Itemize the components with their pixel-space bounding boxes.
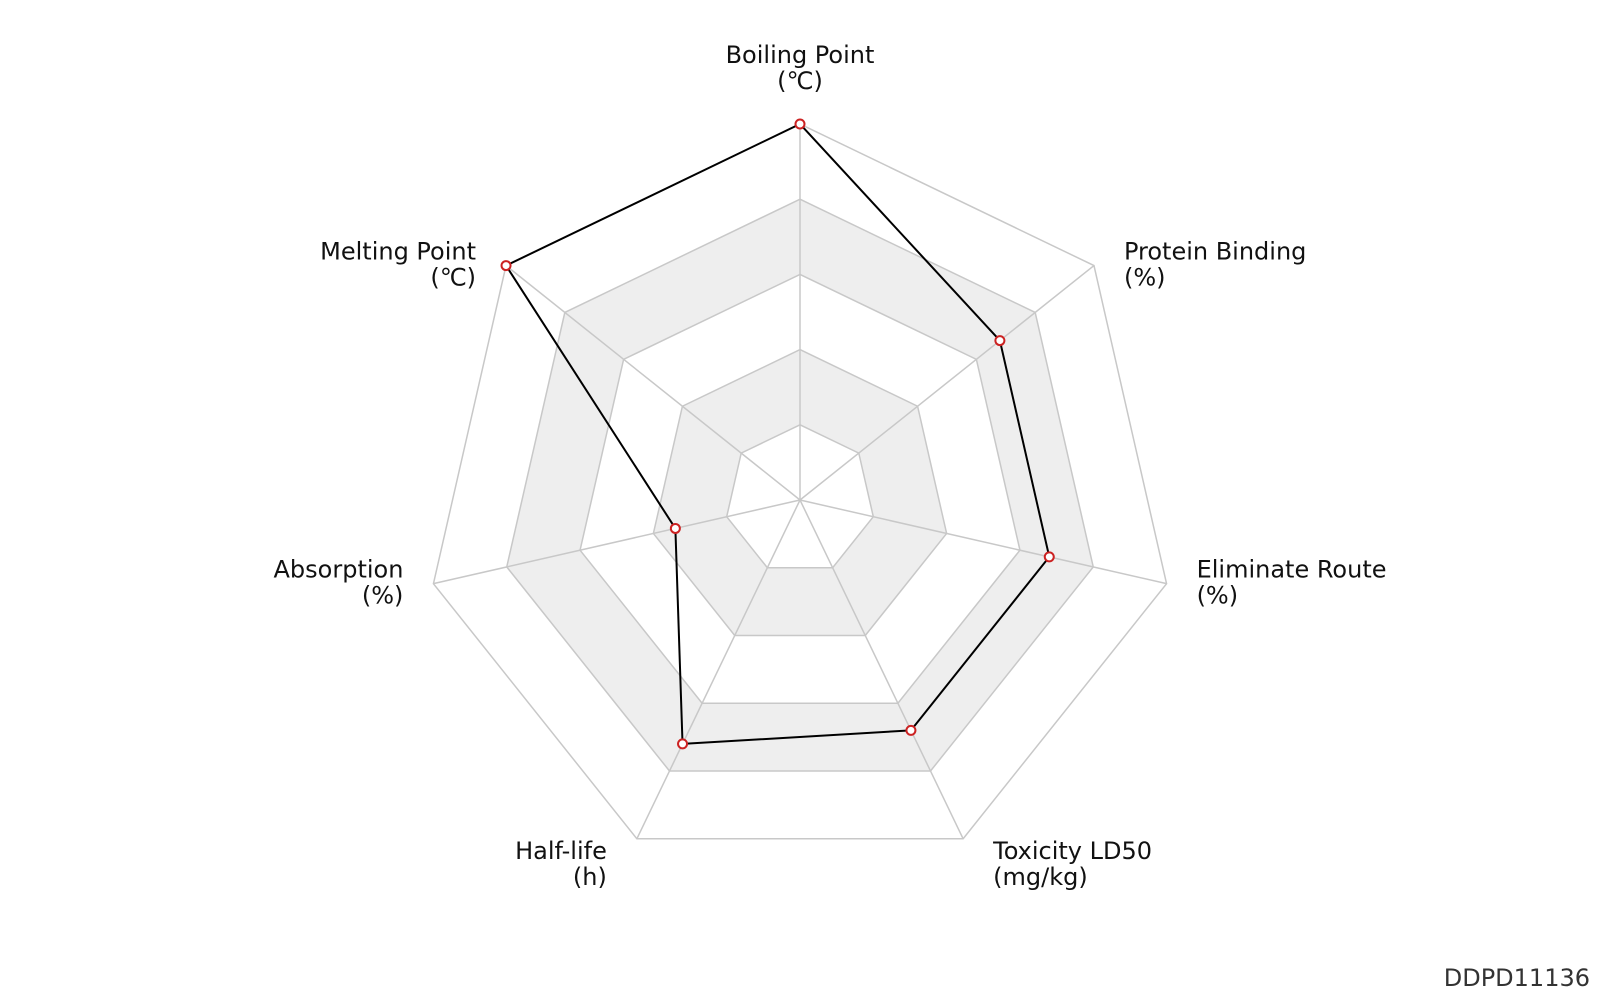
radar-axis-labels: Boiling Point (℃)Protein Binding (%)Elimin… (274, 41, 1387, 891)
axis-label-name: Toxicity LD50 (992, 837, 1152, 865)
axis-label-unit: (h) (573, 863, 607, 891)
axis-label-6: Melting Point (℃) (320, 238, 476, 292)
axis-label-unit: (%) (1124, 264, 1166, 292)
radar-grid-spokes (433, 124, 1167, 840)
radar-point-4 (677, 738, 689, 750)
axis-label-unit: (%) (362, 582, 404, 610)
axis-label-unit: (℃) (430, 264, 476, 292)
radar-point-5 (669, 522, 681, 534)
radar-point-6 (500, 260, 512, 272)
axis-label-name: Boiling Point (726, 41, 875, 69)
radar-spoke-5 (433, 499, 801, 585)
radar-spoke-2 (799, 499, 1167, 585)
radar-spoke-6 (505, 264, 801, 501)
axis-label-3: Toxicity LD50 (mg/kg) (992, 837, 1152, 891)
radar-point-2 (1043, 551, 1055, 563)
axis-label-name: Protein Binding (1124, 238, 1306, 266)
axis-label-1: Protein Binding (%) (1124, 238, 1306, 292)
radar-spoke-3 (799, 499, 964, 840)
axis-label-name: Absorption (274, 556, 404, 584)
axis-label-0: Boiling Point (℃) (726, 41, 875, 95)
axis-label-name: Melting Point (320, 238, 476, 266)
axis-label-unit: (mg/kg) (993, 863, 1088, 891)
radar-point-1 (994, 335, 1006, 347)
axis-label-name: Half-life (515, 837, 607, 865)
radar-series-line (505, 123, 1051, 745)
radar-point-0 (794, 118, 806, 130)
axis-label-unit: (%) (1197, 582, 1239, 610)
radar-spoke-1 (799, 264, 1095, 501)
axis-label-2: Eliminate Route (%) (1197, 556, 1387, 610)
axis-label-4: Half-life (h) (515, 837, 607, 891)
radar-series (500, 118, 1055, 750)
radar-spoke-4 (636, 499, 801, 840)
radar-point-3 (905, 724, 917, 736)
chart-id-label: DDPD11136 (1443, 964, 1590, 992)
axis-label-5: Absorption (%) (274, 556, 404, 610)
axis-label-name: Eliminate Route (1197, 556, 1387, 584)
axis-label-unit: (℃) (777, 67, 823, 95)
